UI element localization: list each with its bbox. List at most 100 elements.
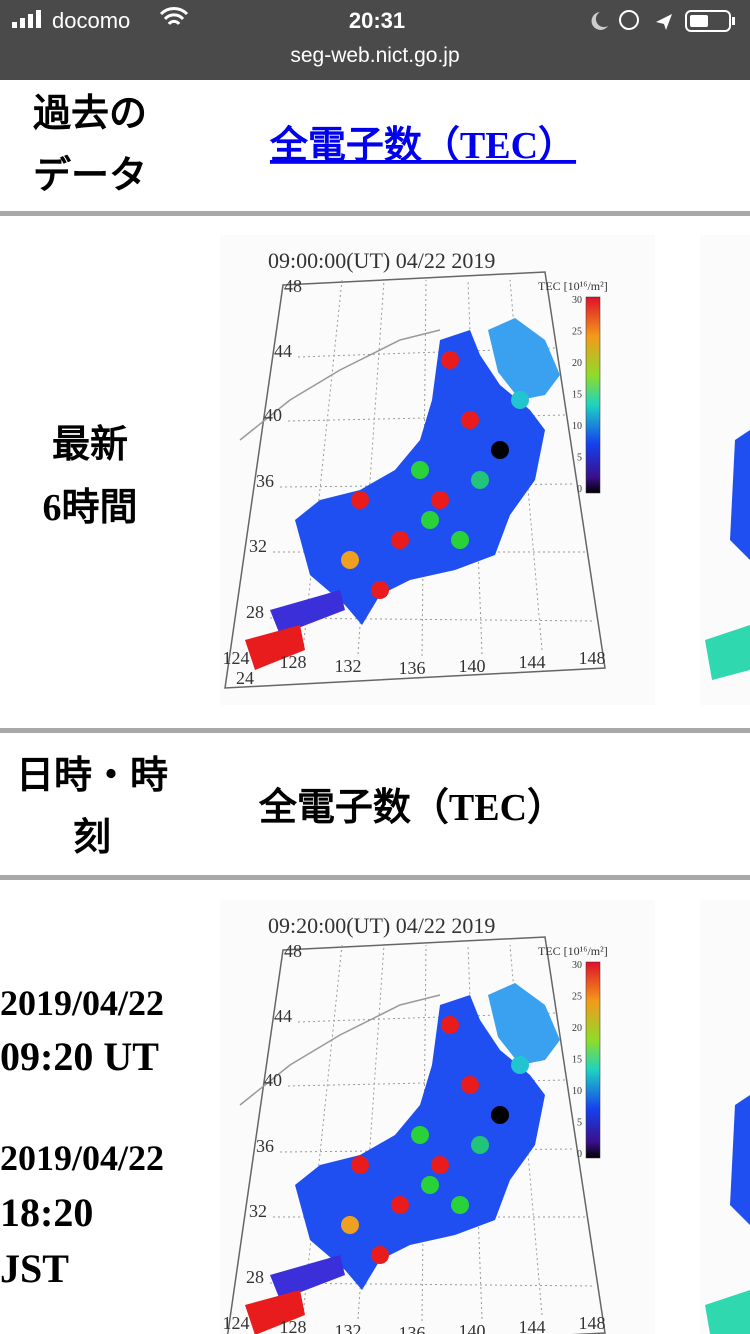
carrier: docomo: [52, 8, 130, 33]
lon-label: 136: [399, 658, 426, 678]
date-text: 2019/04/22: [0, 1138, 164, 1178]
tec-patch: [511, 391, 529, 409]
colorbar-tick: 30: [572, 295, 582, 306]
tec-patch: [471, 471, 489, 489]
tec-map: 09:00:00(UT) 04/22 2019 TEC [10¹⁶/m²] 30 25…: [220, 235, 750, 705]
colorbar-tick: 15: [572, 390, 582, 401]
lat-label: 24: [236, 668, 254, 688]
tec-map: 09:20:00(UT) 04/22 2019 TEC [10¹⁶/m²] 30 25…: [220, 900, 750, 1334]
colorbar: [585, 296, 601, 494]
lat-label: 44: [274, 1006, 292, 1026]
tec-region: [730, 430, 750, 560]
lat-label: 36: [256, 1136, 274, 1156]
lat-label: 28: [246, 1267, 264, 1287]
colorbar: [585, 961, 601, 1159]
header-label: 刻: [73, 817, 111, 859]
tec-patch: [341, 1216, 359, 1234]
tec-patch: [351, 491, 369, 509]
lon-label: 136: [399, 1323, 426, 1334]
tec-patch: [391, 531, 409, 549]
colorbar-tick: 25: [572, 992, 582, 1003]
tec-region: [270, 590, 345, 635]
wifi-icon: [159, 7, 189, 26]
lat-label: 48: [284, 941, 302, 961]
tec-region: [245, 1290, 305, 1334]
tec-patch: [431, 491, 449, 509]
tec-patch: [391, 1196, 409, 1214]
map-title: 09:20:00(UT) 04/22 2019: [268, 913, 495, 938]
lat-label: 36: [256, 471, 274, 491]
colorbar-tick: 10: [572, 421, 582, 432]
maps: 09:00:00(UT) 04/22 2019 TEC [10¹⁶/m²] 30 25…: [220, 235, 750, 1334]
colorbar-tick: 20: [572, 358, 582, 369]
tec-patch: [451, 1196, 469, 1214]
tec-patch: [421, 1176, 439, 1194]
divider: [0, 728, 750, 733]
map-frame: [226, 936, 606, 1334]
tec-patch: [511, 1056, 529, 1074]
coastline: [239, 329, 441, 441]
tec-link[interactable]: 全電子数（TEC）: [269, 124, 576, 167]
tec-patch: [451, 531, 469, 549]
tec-patch: [351, 1156, 369, 1174]
lon-label: 144: [519, 652, 546, 672]
divider: [0, 875, 750, 880]
row-label: 6時間: [42, 487, 137, 529]
lat-label: 40: [264, 405, 282, 425]
url: seg-web.nict.go.jp: [290, 44, 459, 67]
lon-label: 148: [579, 1313, 606, 1333]
coastline: [239, 994, 441, 1106]
grid-line: [269, 1282, 596, 1287]
row-label: 最新: [52, 424, 128, 466]
tec-patch: [371, 581, 389, 599]
tec-patch: [461, 1076, 479, 1094]
tec-patch: [431, 1156, 449, 1174]
tec-region: [488, 983, 560, 1065]
colorbar-label: TEC [10¹⁶/m²]: [538, 944, 608, 958]
lon-label: 144: [519, 1317, 546, 1334]
date-text: JST: [0, 1246, 69, 1291]
tec-patch: [411, 461, 429, 479]
grid-line: [302, 944, 343, 1316]
colorbar-tick: 15: [572, 1055, 582, 1066]
divider: [0, 211, 750, 216]
tec-patch: [441, 1016, 459, 1034]
lon-label: 124: [223, 1313, 250, 1333]
lat-label: 32: [249, 1201, 267, 1221]
colorbar-tick: 5: [577, 453, 582, 464]
lon-label: 128: [280, 652, 307, 672]
lock-icon: [619, 10, 639, 30]
row-label: 過去の: [33, 93, 147, 135]
tec-region: [488, 318, 560, 400]
date-text: 18:20: [0, 1190, 93, 1235]
tec-patch: [491, 1106, 509, 1124]
status-bar: [0, 0, 750, 80]
header-label: 日時・時: [16, 755, 168, 797]
tec-patch: [461, 411, 479, 429]
battery-level: [690, 15, 708, 27]
colorbar-tick: 0: [577, 1149, 582, 1160]
tec-region: [705, 625, 750, 680]
colorbar-tick: 30: [572, 960, 582, 971]
map-title: 09:00:00(UT) 04/22 2019: [268, 248, 495, 273]
tec-patch: [371, 1246, 389, 1264]
lat-label: 32: [249, 536, 267, 556]
header-column: 全電子数（TEC）: [258, 786, 565, 829]
map-frame: [224, 271, 606, 689]
location-icon: [656, 14, 672, 30]
tec-region: [270, 1255, 345, 1300]
tec-patch: [341, 551, 359, 569]
battery-tip: [732, 17, 735, 25]
colorbar-tick: 20: [572, 1023, 582, 1034]
colorbar-tick: 0: [577, 484, 582, 495]
lon-label: 132: [335, 1321, 362, 1334]
colorbar-tick: 25: [572, 327, 582, 338]
lat-label: 44: [274, 341, 292, 361]
date-text: 2019/04/22: [0, 983, 164, 1023]
signal-icon: [12, 10, 41, 28]
tec-region: [705, 1290, 750, 1334]
tec-region: [730, 1095, 750, 1225]
grid-line: [302, 279, 343, 651]
lon-label: 140: [459, 656, 486, 676]
